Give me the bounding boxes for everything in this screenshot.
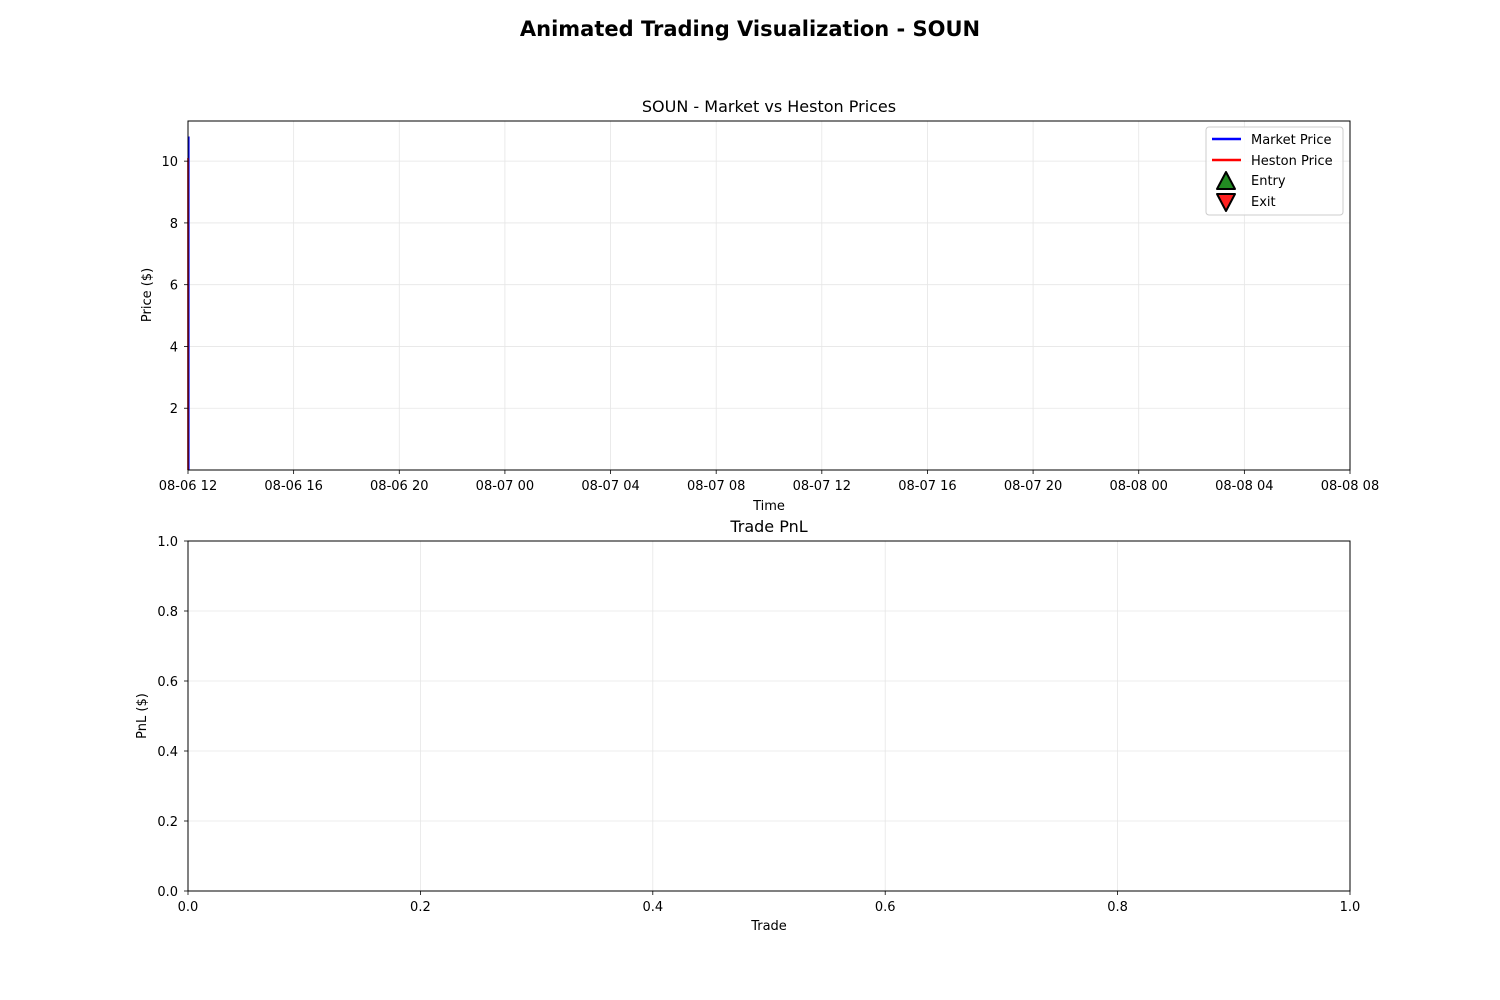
y-tick-label: 0.4 <box>157 745 178 760</box>
x-tick-label: 08-08 08 <box>1321 479 1379 494</box>
y-tick-label: 8 <box>170 217 178 232</box>
x-tick-label: 08-06 16 <box>264 479 322 494</box>
pnl-chart-y-ticks: 0.0 0.2 0.4 0.6 0.8 1.0 <box>157 535 188 900</box>
y-tick-label: 0.2 <box>157 815 178 830</box>
legend-exit-marker-icon <box>1216 193 1236 212</box>
x-tick-label: 0.6 <box>875 900 896 915</box>
price-chart-grid <box>187 121 1351 470</box>
y-tick-label: 0.0 <box>157 885 178 900</box>
pnl-chart-x-ticks: 0.0 0.2 0.4 0.6 0.8 1.0 <box>178 891 1361 915</box>
price-chart-ylabel: Price ($) <box>140 268 155 322</box>
pnl-chart-title: Trade PnL <box>729 517 807 536</box>
x-tick-label: 08-07 12 <box>793 479 851 494</box>
legend-box <box>1205 126 1344 216</box>
legend-market-price-label: Market Price <box>1251 133 1332 148</box>
y-tick-label: 0.6 <box>157 675 178 690</box>
price-chart-x-ticks: 08-06 12 08-06 16 08-06 20 08-07 00 08-07 04… <box>159 470 1379 494</box>
legend-entry-marker-icon <box>1216 171 1236 190</box>
price-chart-xlabel: Time <box>752 499 785 514</box>
price-chart-frame <box>187 120 1351 471</box>
legend-exit-label: Exit <box>1251 195 1276 210</box>
price-chart: SOUN - Market vs Heston Prices 08-06 12 0… <box>140 97 1379 514</box>
x-tick-label: 0.4 <box>642 900 663 915</box>
price-chart-y-ticks: 2 4 6 8 10 <box>161 155 188 417</box>
x-tick-label: 08-08 00 <box>1110 479 1168 494</box>
pnl-chart-grid <box>187 540 1351 892</box>
x-tick-label: 08-07 16 <box>898 479 956 494</box>
x-tick-label: 08-06 20 <box>370 479 428 494</box>
pnl-chart: Trade PnL 0.0 0.2 0.4 0.6 0.8 1.0 0.00.20.40.… <box>135 517 1360 934</box>
x-tick-label: 08-07 04 <box>581 479 639 494</box>
pnl-chart-ylabel: PnL ($) <box>135 693 150 739</box>
price-chart-legend: Market Price Heston Price Entry Exit <box>1205 126 1344 216</box>
figure-title: Animated Trading Visualization - SOUN <box>520 17 980 41</box>
x-tick-label: 0.0 <box>178 900 199 915</box>
pnl-chart-frame <box>187 540 1351 892</box>
y-tick-label: 6 <box>170 279 178 294</box>
x-tick-label: 08-08 04 <box>1215 479 1273 494</box>
y-tick-label: 4 <box>170 340 178 355</box>
x-tick-label: 08-07 20 <box>1004 479 1062 494</box>
x-tick-label: 1.0 <box>1340 900 1361 915</box>
x-tick-label: 08-06 12 <box>159 479 217 494</box>
y-tick-label: 10 <box>161 155 178 170</box>
legend-heston-price-label: Heston Price <box>1251 154 1333 169</box>
x-tick-label: 0.8 <box>1107 900 1128 915</box>
price-chart-title: SOUN - Market vs Heston Prices <box>642 97 896 116</box>
x-tick-label: 08-07 08 <box>687 479 745 494</box>
x-tick-label: 08-07 00 <box>476 479 534 494</box>
legend-entry-label: Entry <box>1251 174 1286 189</box>
y-tick-label: 0.8 <box>157 605 178 620</box>
y-tick-label: 1.0 <box>157 535 178 550</box>
y-tick-label: 2 <box>170 402 178 417</box>
x-tick-label: 0.2 <box>410 900 431 915</box>
pnl-chart-xlabel: Trade <box>750 919 787 934</box>
